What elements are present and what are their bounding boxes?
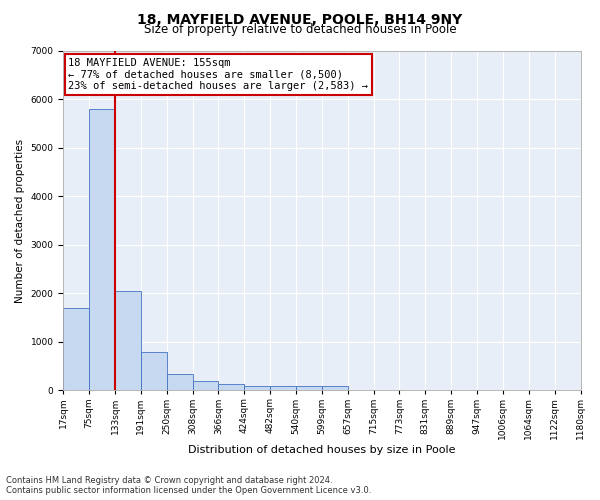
Text: 18, MAYFIELD AVENUE, POOLE, BH14 9NY: 18, MAYFIELD AVENUE, POOLE, BH14 9NY bbox=[137, 12, 463, 26]
Bar bbox=[244, 386, 270, 390]
Text: Contains HM Land Registry data © Crown copyright and database right 2024.
Contai: Contains HM Land Registry data © Crown c… bbox=[6, 476, 371, 495]
Y-axis label: Number of detached properties: Number of detached properties bbox=[15, 138, 25, 302]
Bar bbox=[218, 384, 244, 390]
Bar bbox=[322, 386, 348, 390]
X-axis label: Distribution of detached houses by size in Poole: Distribution of detached houses by size … bbox=[188, 445, 455, 455]
Bar bbox=[63, 308, 89, 390]
Bar bbox=[270, 386, 296, 390]
Bar bbox=[167, 374, 193, 390]
Bar bbox=[193, 380, 218, 390]
Bar bbox=[89, 109, 115, 390]
Bar bbox=[115, 291, 141, 390]
Text: 18 MAYFIELD AVENUE: 155sqm
← 77% of detached houses are smaller (8,500)
23% of s: 18 MAYFIELD AVENUE: 155sqm ← 77% of deta… bbox=[68, 58, 368, 91]
Bar bbox=[141, 352, 167, 391]
Bar bbox=[296, 386, 322, 390]
Text: Size of property relative to detached houses in Poole: Size of property relative to detached ho… bbox=[143, 22, 457, 36]
